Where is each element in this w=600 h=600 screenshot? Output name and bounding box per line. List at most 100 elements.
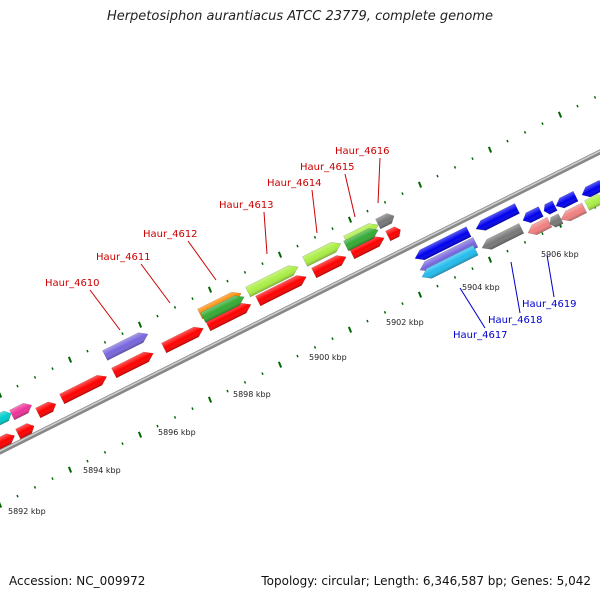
gene-label: Haur_4618 [488,315,543,326]
tick-mark [0,391,3,398]
label-leader [344,173,356,218]
gene-feature [481,223,525,250]
tick-mark [487,146,493,153]
genome-backbone [0,149,600,455]
tick-mark [401,302,404,306]
tick-mark [51,477,54,481]
scale-label: 5906 kbp [541,250,579,259]
label-leader-lines [89,157,555,331]
scale-label: 5898 kbp [233,390,271,399]
gene-feature [9,402,33,421]
tick-mark [16,384,19,388]
tick-mark [16,494,19,498]
tick-mark [417,291,423,298]
tick-mark [436,174,439,178]
gene-feature [59,375,108,405]
tick-mark [471,157,474,161]
tick-mark [331,227,334,231]
tick-mark [191,297,194,301]
backbone-line [0,149,600,455]
tick-mark [401,192,404,196]
gene-feature [161,326,204,354]
gene-label: Haur_4610 [45,278,100,289]
tick-mark [487,256,493,263]
scale-label: 5900 kbp [309,353,347,362]
tick-mark [121,332,124,336]
tick-mark [103,450,107,454]
gene-feature [527,217,553,235]
gene-feature [102,332,149,361]
inner-tick-marks [0,205,597,508]
tick-mark [383,200,387,204]
gene-feature [343,228,379,252]
gene-feature [311,255,347,279]
tick-mark [366,209,369,213]
tick-mark [33,375,37,379]
gene-feature [255,275,307,307]
tick-mark [436,284,439,288]
tick-mark [243,380,247,384]
accession-text: Accession: NC_009972 [9,574,146,588]
gene-feature [522,206,544,224]
tick-mark [261,372,264,376]
gene-feature [549,213,564,228]
gene-feature [302,242,342,267]
gene-feature [421,244,479,279]
gene-feature [475,203,520,231]
gene-feature [385,226,401,242]
tick-mark [313,345,317,349]
gene-labels: Haur_4610 Haur_4611 Haur_4612 Haur_4613 Haur… [45,146,577,341]
tick-mark [523,130,527,134]
tick-mark [506,139,509,143]
tick-mark [156,424,159,428]
tick-mark [243,270,247,274]
tick-mark [137,431,143,438]
tick-mark [173,305,177,309]
tick-mark [277,361,283,368]
tick-mark [156,314,159,318]
gene-label: Haur_4615 [300,162,355,173]
tick-mark [471,267,474,271]
outer-tick-marks [0,95,597,398]
tick-mark [86,349,89,353]
scale-label: 5892 kbp [8,507,46,516]
tick-mark [366,319,369,323]
tick-mark [593,95,597,99]
gene-feature [200,295,245,323]
tick-mark [453,165,457,169]
gene-label: Haur_4613 [219,200,274,211]
gene-features [0,179,600,451]
tick-mark [296,244,299,248]
label-leader [140,263,171,304]
tick-mark [33,485,37,489]
gene-label: Haur_4617 [453,330,508,341]
backbone-highlight [0,150,600,452]
label-leader [263,211,268,255]
tick-mark [191,407,194,411]
label-leader [187,240,217,281]
gene-feature [15,423,35,440]
tick-mark [207,396,213,403]
tick-mark [417,181,423,188]
label-leader [510,261,521,314]
tick-mark [313,235,317,239]
gene-feature [543,200,558,215]
gene-label: Haur_4611 [96,252,151,263]
gene-feature [414,226,472,261]
tick-mark [541,122,544,126]
tick-mark [557,111,563,118]
gene-label: Haur_4614 [267,178,322,189]
scale-label: 5904 kbp [462,283,500,292]
gene-feature [245,265,299,298]
tick-mark [67,356,73,363]
tick-mark [296,354,299,358]
label-leader [89,289,121,331]
tick-mark [121,442,124,446]
tick-mark [347,326,353,333]
gene-feature [0,410,12,427]
scale-label: 5894 kbp [83,466,121,475]
tick-mark [226,389,229,393]
gene-label: Haur_4619 [522,299,577,310]
tick-mark [453,275,457,279]
